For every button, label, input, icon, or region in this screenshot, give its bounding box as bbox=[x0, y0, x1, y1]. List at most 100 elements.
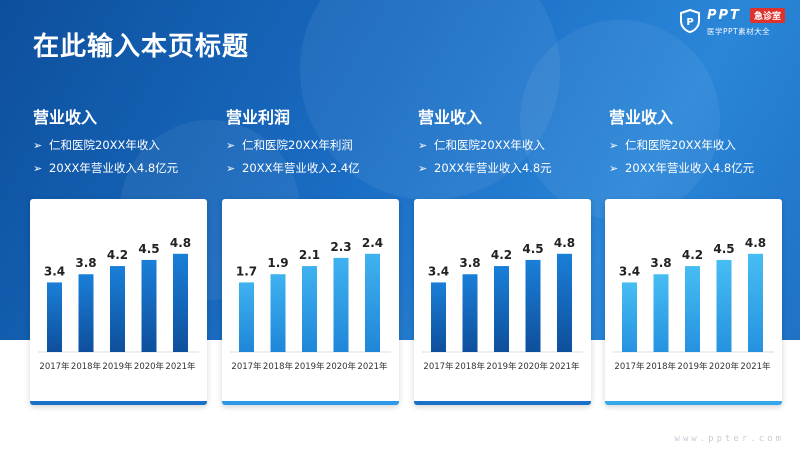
data-label: 3.8 bbox=[459, 256, 480, 270]
x-tick-label: 2021年 bbox=[357, 361, 388, 372]
bar bbox=[333, 257, 349, 352]
bar bbox=[141, 259, 157, 352]
data-label: 3.8 bbox=[75, 256, 96, 270]
bar bbox=[365, 253, 380, 352]
chevron-right-icon: ➢ bbox=[418, 139, 428, 152]
x-tick-label: 2021年 bbox=[740, 361, 771, 372]
bullet-item: ➢ 20XX年营业收入4.8亿元 bbox=[33, 161, 179, 175]
data-label: 4.2 bbox=[682, 248, 703, 262]
data-label: 4.8 bbox=[554, 236, 575, 250]
chevron-right-icon: ➢ bbox=[226, 162, 236, 175]
data-label: 2.4 bbox=[362, 236, 383, 250]
bar bbox=[78, 274, 94, 352]
data-label: 4.2 bbox=[491, 248, 512, 262]
data-label: 3.4 bbox=[44, 264, 65, 278]
data-label: 2.1 bbox=[299, 248, 320, 262]
bar bbox=[462, 274, 478, 352]
column-heading: 营业收入 bbox=[609, 108, 674, 127]
bullet-item: ➢ 仁和医院20XX年收入 bbox=[33, 138, 160, 152]
bar bbox=[494, 266, 509, 352]
bar-chart: 3.4 2017年 3.8 2018年 4.2 2019年 4.5 2020年 4.8 2021年 bbox=[613, 236, 774, 372]
x-tick-label: 2019年 bbox=[677, 361, 708, 372]
bar bbox=[431, 282, 446, 352]
logo-wordmark: PPT bbox=[707, 8, 741, 23]
data-label: 2.3 bbox=[330, 240, 351, 254]
data-label: 1.7 bbox=[236, 264, 257, 278]
bullet-item: ➢ 20XX年营业收入2.4亿 bbox=[226, 161, 360, 175]
card-accent-bar bbox=[414, 401, 591, 405]
bar bbox=[302, 266, 317, 352]
data-label: 3.4 bbox=[619, 264, 640, 278]
x-tick-label: 2018年 bbox=[71, 361, 102, 372]
x-tick-label: 2020年 bbox=[326, 361, 357, 372]
chart-card: 3.4 2017年 3.8 2018年 4.2 2019年 4.5 2020年 4.8 2021年 bbox=[30, 199, 207, 405]
bullet-item: ➢ 仁和医院20XX年收入 bbox=[609, 138, 736, 152]
x-tick-label: 2017年 bbox=[39, 361, 70, 372]
x-tick-label: 2017年 bbox=[423, 361, 454, 372]
card-accent-bar bbox=[605, 401, 782, 405]
x-tick-label: 2018年 bbox=[263, 361, 294, 372]
bullet-item: ➢ 仁和医院20XX年收入 bbox=[418, 138, 545, 152]
data-label: 3.8 bbox=[650, 256, 671, 270]
bar-chart: 1.7 2017年 1.9 2018年 2.1 2019年 2.3 2020年 2.4 2021年 bbox=[230, 236, 391, 372]
chart-card: 3.4 2017年 3.8 2018年 4.2 2019年 4.5 2020年 4.8 2021年 bbox=[414, 199, 591, 405]
chevron-right-icon: ➢ bbox=[33, 162, 43, 175]
x-tick-label: 2020年 bbox=[709, 361, 740, 372]
brand-logo: P PPT 急诊室 医学PPT素材大全 bbox=[679, 7, 794, 37]
bar bbox=[239, 282, 254, 352]
data-label: 4.2 bbox=[107, 248, 128, 262]
x-tick-label: 2020年 bbox=[518, 361, 549, 372]
bar bbox=[748, 253, 763, 352]
bar bbox=[622, 282, 637, 352]
data-label: 4.5 bbox=[522, 242, 543, 256]
bar bbox=[525, 259, 541, 352]
data-label: 4.5 bbox=[713, 242, 734, 256]
x-tick-label: 2020年 bbox=[134, 361, 165, 372]
x-tick-label: 2018年 bbox=[455, 361, 486, 372]
x-tick-label: 2021年 bbox=[165, 361, 196, 372]
bullet-item: ➢ 20XX年营业收入4.8亿元 bbox=[609, 161, 755, 175]
bar bbox=[653, 274, 669, 352]
svg-text:P: P bbox=[686, 17, 693, 28]
data-label: 4.5 bbox=[138, 242, 159, 256]
bar-chart: 3.4 2017年 3.8 2018年 4.2 2019年 4.5 2020年 4.8 2021年 bbox=[38, 236, 199, 372]
x-tick-label: 2018年 bbox=[646, 361, 677, 372]
watermark: www.ppter.com bbox=[674, 434, 784, 444]
shield-icon: P bbox=[680, 9, 700, 33]
bullet-item: ➢ 20XX年营业收入4.8元 bbox=[418, 161, 552, 175]
data-label: 4.8 bbox=[745, 236, 766, 250]
x-tick-label: 2019年 bbox=[102, 361, 133, 372]
chart-card: 1.7 2017年 1.9 2018年 2.1 2019年 2.3 2020年 2.4 2021年 bbox=[222, 199, 399, 405]
bar bbox=[716, 259, 732, 352]
chevron-right-icon: ➢ bbox=[418, 162, 428, 175]
bar bbox=[47, 282, 62, 352]
column-heading: 营业利润 bbox=[226, 108, 291, 127]
x-tick-label: 2017年 bbox=[614, 361, 645, 372]
logo-badge: 急诊室 bbox=[750, 8, 786, 23]
logo-subtitle: 医学PPT素材大全 bbox=[707, 27, 771, 36]
x-tick-label: 2017年 bbox=[231, 361, 262, 372]
chevron-right-icon: ➢ bbox=[33, 139, 43, 152]
x-tick-label: 2019年 bbox=[486, 361, 517, 372]
card-accent-bar bbox=[222, 401, 399, 405]
page-title: 在此输入本页标题 bbox=[33, 32, 250, 62]
bar bbox=[685, 266, 700, 352]
x-tick-label: 2021年 bbox=[549, 361, 580, 372]
chevron-right-icon: ➢ bbox=[226, 139, 236, 152]
column-heading: 营业收入 bbox=[33, 108, 98, 127]
column-heading: 营业收入 bbox=[418, 108, 483, 127]
chevron-right-icon: ➢ bbox=[609, 162, 619, 175]
bar bbox=[173, 253, 188, 352]
decor-circle bbox=[520, 20, 720, 220]
bar bbox=[110, 266, 125, 352]
decor-circle bbox=[300, 0, 560, 200]
data-label: 1.9 bbox=[267, 256, 288, 270]
card-accent-bar bbox=[30, 401, 207, 405]
bar bbox=[270, 274, 286, 352]
chart-card: 3.4 2017年 3.8 2018年 4.2 2019年 4.5 2020年 4.8 2021年 bbox=[605, 199, 782, 405]
chevron-right-icon: ➢ bbox=[609, 139, 619, 152]
x-tick-label: 2019年 bbox=[294, 361, 325, 372]
data-label: 4.8 bbox=[170, 236, 191, 250]
bar bbox=[557, 253, 572, 352]
bar-chart: 3.4 2017年 3.8 2018年 4.2 2019年 4.5 2020年 4.8 2021年 bbox=[422, 236, 583, 372]
